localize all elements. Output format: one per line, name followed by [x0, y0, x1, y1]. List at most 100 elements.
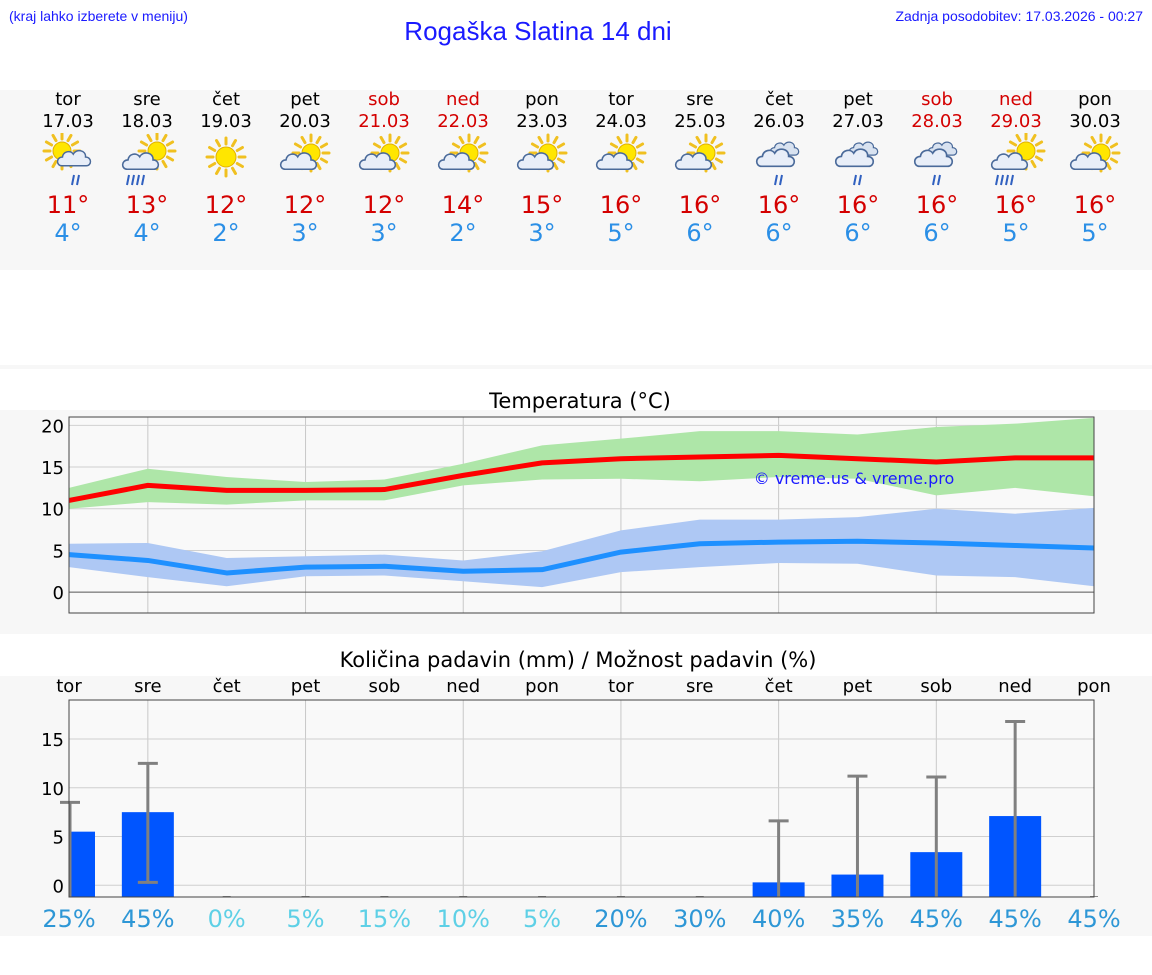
rain-drops	[71, 174, 80, 186]
x-category-label: ned	[998, 676, 1032, 697]
cloud-light-rain-icon	[834, 141, 879, 186]
rain-drops	[995, 174, 1014, 186]
day-name: ned	[446, 89, 480, 110]
day-name: tor	[55, 89, 81, 110]
sun-ray	[235, 162, 244, 168]
sun-cloud-light-rain-icon	[42, 133, 92, 186]
sun-ray	[372, 142, 382, 149]
rain-drop	[141, 174, 145, 186]
temp-low: 3°	[528, 219, 556, 247]
precip-range-whisker	[60, 800, 80, 897]
sun-ray	[293, 142, 303, 149]
day-name: tor	[608, 89, 634, 110]
sun-ray	[300, 135, 307, 145]
rain-drop	[76, 174, 80, 186]
sun-ray	[1105, 161, 1112, 171]
temp-high: 16°	[1073, 191, 1117, 219]
rain-drop	[1010, 174, 1014, 186]
cloud-outline	[516, 152, 555, 171]
y-tick-label: 10	[41, 500, 64, 521]
day-column: pon 23.03 15° 3°	[502, 89, 582, 247]
sun-ray	[70, 140, 80, 147]
sun-ray	[616, 135, 623, 145]
x-category-label: sre	[686, 676, 713, 697]
sun-ray	[44, 155, 54, 162]
sun-ray	[473, 135, 480, 145]
cloud-outline	[279, 152, 318, 171]
temp-high: 12°	[283, 191, 327, 219]
rain-drop	[1000, 174, 1004, 186]
day-column: čet 19.03 12° 2°	[186, 89, 266, 247]
cloud-outline	[358, 152, 397, 171]
sun-ray	[165, 140, 175, 147]
temp-high: 16°	[994, 191, 1038, 219]
cloud-shape	[1069, 152, 1108, 171]
day-column: sre 18.03 13° 4°	[107, 89, 187, 247]
cloud-shape	[834, 148, 875, 168]
precip-probability: 25%	[42, 905, 95, 933]
temp-high: 16°	[599, 191, 643, 219]
sun-ray	[1034, 155, 1044, 162]
sun-rays	[607, 133, 647, 173]
sun-ray	[231, 139, 237, 148]
sun-disc	[215, 146, 237, 168]
y-tick-label: 5	[53, 541, 64, 562]
sun-ray	[1105, 135, 1112, 145]
temp-high: 14°	[441, 191, 485, 219]
last-updated: Zadnja posodobitev: 17.03.2026 - 00:27	[895, 8, 1143, 24]
cloud-shape	[56, 149, 92, 167]
sun-ray	[319, 157, 329, 164]
sun-ray	[161, 133, 168, 143]
y-tick-label: 15	[41, 730, 64, 751]
x-category-label: pon	[525, 676, 559, 697]
sun-ray	[165, 155, 175, 162]
sun-ray	[609, 142, 619, 149]
temp-low: 6°	[844, 219, 872, 247]
day-column: sob 28.03 16° 6°	[897, 89, 977, 247]
rain-drops	[853, 174, 862, 186]
sun-ray	[556, 142, 566, 149]
y-tick-label: 5	[53, 828, 64, 849]
x-category-label: pon	[1077, 676, 1111, 697]
partly-cloudy-icon	[1069, 133, 1121, 173]
partly-cloudy-icon	[516, 133, 568, 173]
partly-cloudy-icon	[516, 133, 568, 173]
x-category-label: čet	[765, 676, 793, 697]
rain-drop	[995, 174, 999, 186]
temp-high: 16°	[915, 191, 959, 219]
day-column: pet 20.03 12° 3°	[265, 89, 345, 247]
x-category-label: pet	[843, 676, 873, 697]
day-date: 21.03	[358, 111, 410, 132]
temp-high: 12°	[362, 191, 406, 219]
sun-ray	[379, 135, 386, 145]
sun-ray	[1109, 142, 1119, 149]
sun-ray	[710, 135, 717, 145]
sun-ray	[635, 142, 645, 149]
temp-high: 16°	[678, 191, 722, 219]
sun-ray	[315, 161, 322, 171]
day-date: 19.03	[200, 111, 252, 132]
x-category-label: sob	[368, 676, 400, 697]
temp-low: 2°	[212, 219, 240, 247]
sun-ray	[635, 157, 645, 164]
cloud-shape	[358, 152, 397, 171]
partly-cloudy-icon	[595, 133, 647, 173]
sun-ray	[215, 166, 221, 175]
sun-ray	[394, 161, 401, 171]
rain-drop	[779, 174, 783, 186]
cloud-outline	[674, 152, 713, 171]
sun-ray	[631, 135, 638, 145]
sun-cloud-rain-icon	[121, 133, 177, 186]
temp-high: 12°	[204, 191, 248, 219]
sun-ray	[208, 146, 217, 152]
cloud-shape	[121, 152, 160, 171]
day-column: ned 22.03 14° 2°	[423, 89, 503, 247]
day-date: 23.03	[516, 111, 568, 132]
cloud-outline	[56, 149, 92, 167]
sun-ray	[398, 157, 408, 164]
rain-drop	[131, 174, 135, 186]
sun-ray	[1030, 159, 1037, 169]
sun-cloud-rain-icon	[990, 133, 1046, 186]
day-date: 17.03	[42, 111, 94, 132]
sun-ray	[398, 142, 408, 149]
